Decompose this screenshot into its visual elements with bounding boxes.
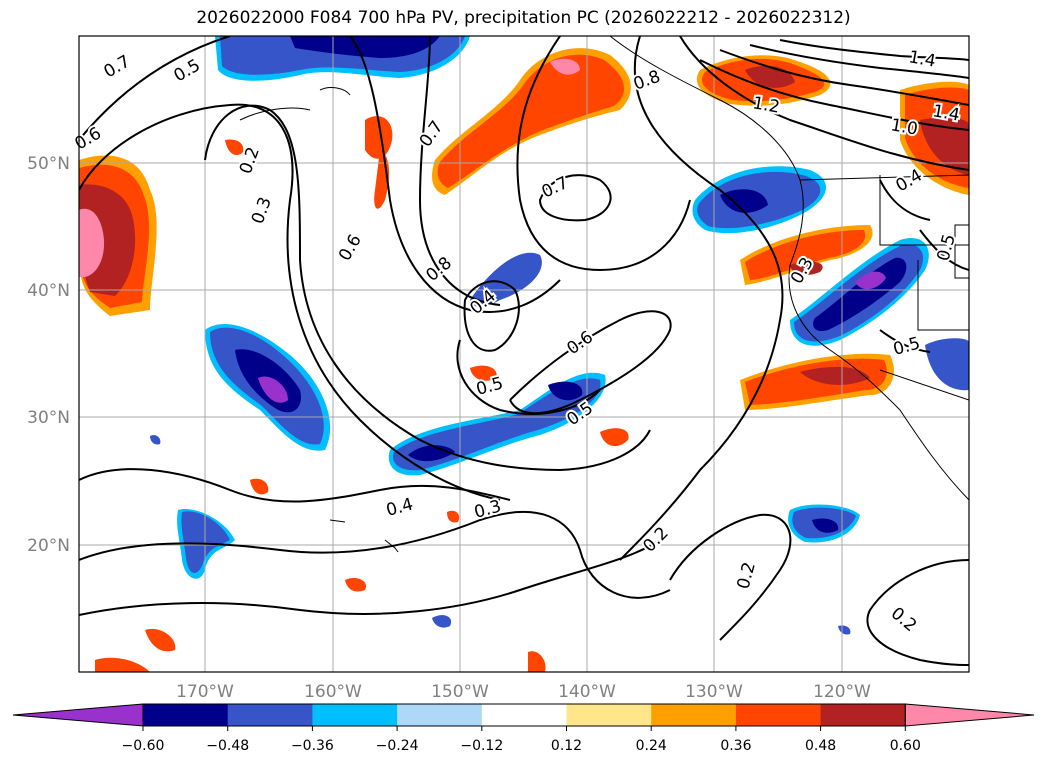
- colorbar-outline: [142, 703, 906, 727]
- colorbar-tick-label: 0.24: [636, 738, 667, 754]
- colorbar-segment: [397, 704, 483, 726]
- colorbar-tick-label: 0.60: [890, 738, 921, 754]
- map-title: 2026022000 F084 700 hPa PV, precipitatio…: [196, 8, 851, 28]
- lon-tick-label: 160°W: [304, 682, 362, 702]
- colorbar-segment: [820, 704, 906, 726]
- colorbar-tick-label: −0.36: [291, 738, 334, 754]
- lat-tick-label: 30°N: [27, 408, 70, 428]
- colorbar-segment: [735, 704, 822, 726]
- colorbar-tick-label: 0.12: [551, 738, 582, 754]
- colorbar-tick-label: −0.60: [122, 738, 165, 754]
- colorbar-extend-min: [12, 703, 144, 727]
- colorbar-segment: [481, 704, 567, 726]
- colorbar-tick-label: 0.36: [720, 738, 751, 754]
- colorbar-tick-label: 0.48: [805, 738, 836, 754]
- coastlines: [239, 36, 969, 553]
- colorbar-segment: [227, 704, 313, 726]
- colorbar-segment: [566, 704, 652, 726]
- colorbar-segment: [312, 704, 398, 726]
- colorbar-extend-max: [904, 703, 1035, 727]
- colorbar-segment: [651, 704, 737, 726]
- lon-tick-label: 120°W: [813, 682, 871, 702]
- colorbar-segment: [143, 704, 229, 726]
- colorbar: −0.60 −0.48 −0.36 −0.24 −0.12 0.12 0.24 0.36 0.4…: [12, 703, 1035, 754]
- lat-tick-label: 50°N: [27, 154, 70, 174]
- colorbar-tick-label: −0.24: [376, 738, 419, 754]
- lat-tick-label: 20°N: [27, 536, 70, 556]
- map-frame: [78, 35, 970, 673]
- colorbar-tick-label: −0.48: [206, 738, 249, 754]
- lon-tick-label: 130°W: [685, 682, 743, 702]
- lon-tick-label: 150°W: [431, 682, 489, 702]
- lon-tick-label: 170°W: [176, 682, 234, 702]
- map-area: [79, 36, 969, 672]
- lat-tick-label: 40°N: [27, 281, 70, 301]
- colorbar-tick-label: −0.12: [460, 738, 503, 754]
- lon-tick-label: 140°W: [558, 682, 616, 702]
- contour-label: 1.4: [931, 101, 961, 125]
- pv-contours: [79, 36, 969, 666]
- precip-positive-fields: [79, 48, 969, 672]
